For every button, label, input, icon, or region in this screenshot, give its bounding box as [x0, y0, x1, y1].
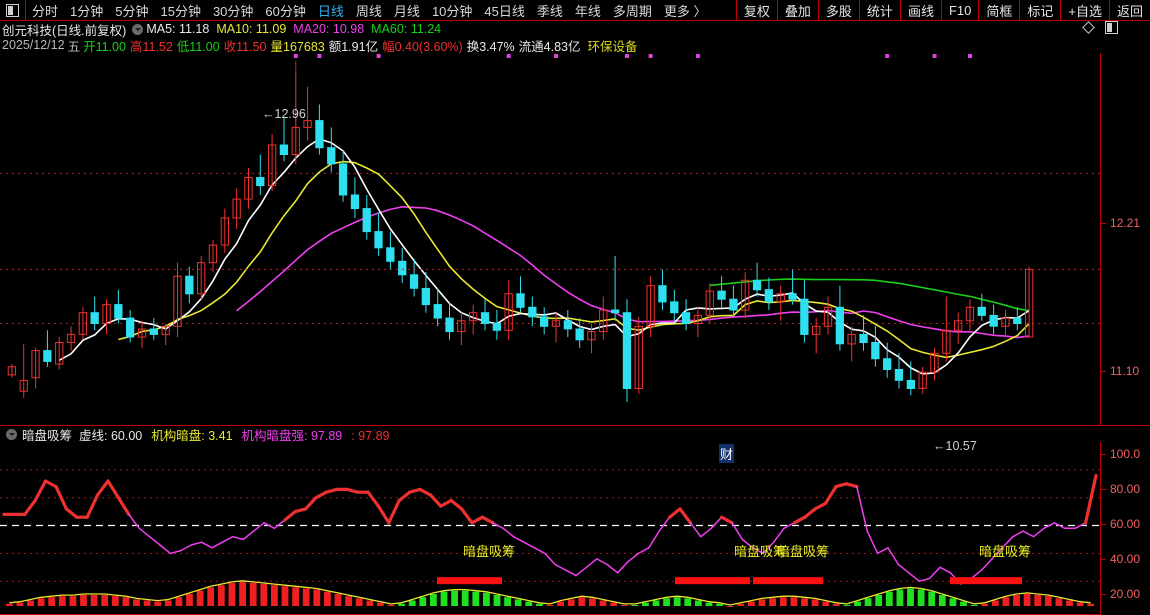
toolbar-spacer [713, 0, 736, 20]
period-tab-6[interactable]: 日线 [317, 3, 344, 19]
top-toolbar: 分时 1分钟 5分钟 15分钟 30分钟 60分钟 日线 周线 月线 10分钟 45日线 季线 年线 多周… [0, 0, 1150, 21]
chevron-down-icon[interactable] [132, 23, 144, 35]
signal-bar-0 [437, 577, 502, 585]
toolbar-button-6[interactable]: 简框 [979, 0, 1021, 20]
indicator-axis-label-3: 40.00 [1110, 552, 1141, 566]
indicator-panel[interactable]: 暗盘吸筹 暗盘吸筹 暗盘吸筹 暗盘吸筹 100.0 80.00 60.00 40.00 20.… [0, 442, 1150, 615]
indicator-axis-label-0: 100.0 [1110, 447, 1141, 461]
stock-title: 创元科技(日线.前复权) [2, 23, 127, 38]
toolbar-button-4[interactable]: 画线 [901, 0, 942, 20]
indicator-chevron-icon[interactable] [6, 428, 17, 440]
panel-toggle-icon[interactable] [0, 0, 26, 20]
period-tab-11[interactable]: 季线 [536, 3, 563, 19]
period-tab-3[interactable]: 15分钟 [160, 3, 201, 19]
indicator-field-2: 机构暗盘强: 97.89 [241, 428, 343, 443]
indicator-fields: 虚线: 60.00 机构暗盘: 3.41 机构暗盘强: 97.89 : 97.89 [79, 425, 398, 444]
indicator-axis-label-4: 20.00 [1110, 587, 1141, 601]
price-axis-label-0: 12.21 [1110, 216, 1141, 230]
ma-values: MA5: 11.18 MA10: 11.09 MA20: 10.98 MA60: 11… [146, 22, 448, 36]
chart-header-icons [1082, 21, 1121, 34]
ind-tick [1101, 594, 1106, 595]
period-tab-list: 分时 1分钟 5分钟 15分钟 30分钟 60分钟 日线 周线 月线 10分钟 45日线 季线 年线 多周… [26, 0, 713, 20]
price-tick [1101, 223, 1106, 224]
signal-label-0: 暗盘吸筹 [463, 544, 515, 559]
period-tab-9[interactable]: 10分钟 [431, 3, 473, 19]
period-tab-0[interactable]: 分时 [32, 3, 59, 19]
quote-date: 2025/12/12 [2, 38, 65, 52]
indicator-axis-label-2: 60.00 [1110, 517, 1141, 531]
toolbar-actions: 复权 叠加 多股 统计 画线 F10 简框 标记 +自选 返回 [735, 0, 1150, 20]
period-tab-12[interactable]: 年线 [574, 3, 601, 19]
diamond-icon[interactable] [1082, 21, 1095, 34]
indicator-axis: 100.0 80.00 60.00 40.00 20.00 [1100, 442, 1150, 615]
signal-bar-1 [675, 577, 750, 585]
indicator-field-3: : 97.89 [351, 428, 390, 443]
period-tab-2[interactable]: 5分钟 [115, 3, 149, 19]
ma-value-0: MA5: 11.18 [146, 22, 210, 36]
quote-field-7: 换3.47% [466, 39, 515, 54]
quote-info-line: 2025/12/12 五 开11.00 高11.52 低11.00 收11.50 量16… [0, 36, 1150, 55]
toolbar-button-8[interactable]: +自选 [1061, 0, 1110, 20]
indicator-header: 暗盘吸筹 虚线: 60.00 机构暗盘: 3.41 机构暗盘强: 97.89 : 97… [0, 425, 1150, 444]
toolbar-button-5[interactable]: F10 [942, 0, 980, 20]
period-tab-1[interactable]: 1分钟 [70, 3, 104, 19]
quote-field-3: 收11.50 [223, 39, 267, 54]
ind-tick [1101, 489, 1106, 490]
toolbar-button-0[interactable]: 复权 [737, 0, 778, 20]
signal-label-1: 暗盘吸筹 [734, 544, 786, 559]
period-tab-8[interactable]: 月线 [393, 3, 420, 19]
ind-tick [1101, 524, 1106, 525]
quote-field-5: 额1.91亿 [328, 39, 379, 54]
toolbar-button-2[interactable]: 多股 [819, 0, 860, 20]
period-tab-5[interactable]: 60分钟 [265, 3, 306, 19]
ind-tick [1101, 454, 1106, 455]
period-tab-13[interactable]: 多周期 [612, 3, 652, 19]
toolbar-button-1[interactable]: 叠加 [778, 0, 819, 20]
period-tab-7[interactable]: 周线 [355, 3, 382, 19]
price-chart-svg [0, 54, 1100, 402]
price-chart[interactable]: 12.21 11.10 财 ←12.96 ←10.57 [0, 53, 1150, 463]
price-axis: 12.21 11.10 [1100, 53, 1150, 425]
signal-label-2: 暗盘吸筹 [777, 544, 829, 559]
quote-field-2: 低11.00 [176, 39, 220, 54]
watermark: 财 [719, 444, 735, 463]
signal-bar-3 [950, 577, 1022, 585]
price-axis-label-1: 11.10 [1110, 364, 1140, 378]
stock-info-line: 创元科技(日线.前复权) MA5: 11.18 MA10: 11.09 MA20: … [0, 21, 1150, 38]
period-tab-14[interactable]: 更多 〉 [663, 3, 707, 19]
low-price-annotation: ←10.57 [933, 439, 977, 453]
quote-field-6: 幅0.40(3.60%) [382, 39, 463, 54]
toolbar-button-7[interactable]: 标记 [1020, 0, 1062, 20]
indicator-name: 暗盘吸筹 [22, 428, 73, 443]
panel-toggle-icon-2[interactable] [1105, 21, 1118, 34]
sector-label: 环保设备 [587, 39, 638, 54]
period-tab-4[interactable]: 30分钟 [212, 3, 254, 19]
quote-field-1: 高11.52 [129, 39, 173, 54]
quote-field-0: 开11.00 [83, 39, 126, 54]
ma-value-1: MA10: 11.09 [216, 22, 287, 36]
price-tick [1101, 371, 1106, 372]
quote-field-4: 量167683 [270, 39, 325, 54]
high-price-annotation: ←12.96 [262, 107, 306, 121]
indicator-field-0: 虚线: 60.00 [79, 428, 143, 443]
signal-label-3: 暗盘吸筹 [979, 544, 1031, 559]
quote-values: 开11.00 高11.52 低11.00 收11.50 量167683 额1.91亿 幅0.… [83, 36, 584, 55]
quote-weekday: 五 [67, 39, 81, 54]
ma-value-2: MA20: 10.98 [293, 22, 365, 36]
signal-bar-2 [753, 577, 823, 585]
quote-field-8: 流通4.83亿 [518, 39, 581, 54]
toolbar-button-3[interactable]: 统计 [860, 0, 901, 20]
ma-value-3: MA60: 11.24 [371, 22, 442, 36]
toolbar-button-9[interactable]: 返回 [1116, 3, 1143, 19]
indicator-field-1: 机构暗盘: 3.41 [151, 428, 233, 443]
indicator-axis-label-1: 80.00 [1110, 482, 1141, 496]
period-tab-10[interactable]: 45日线 [484, 3, 525, 19]
ind-tick [1101, 559, 1106, 560]
